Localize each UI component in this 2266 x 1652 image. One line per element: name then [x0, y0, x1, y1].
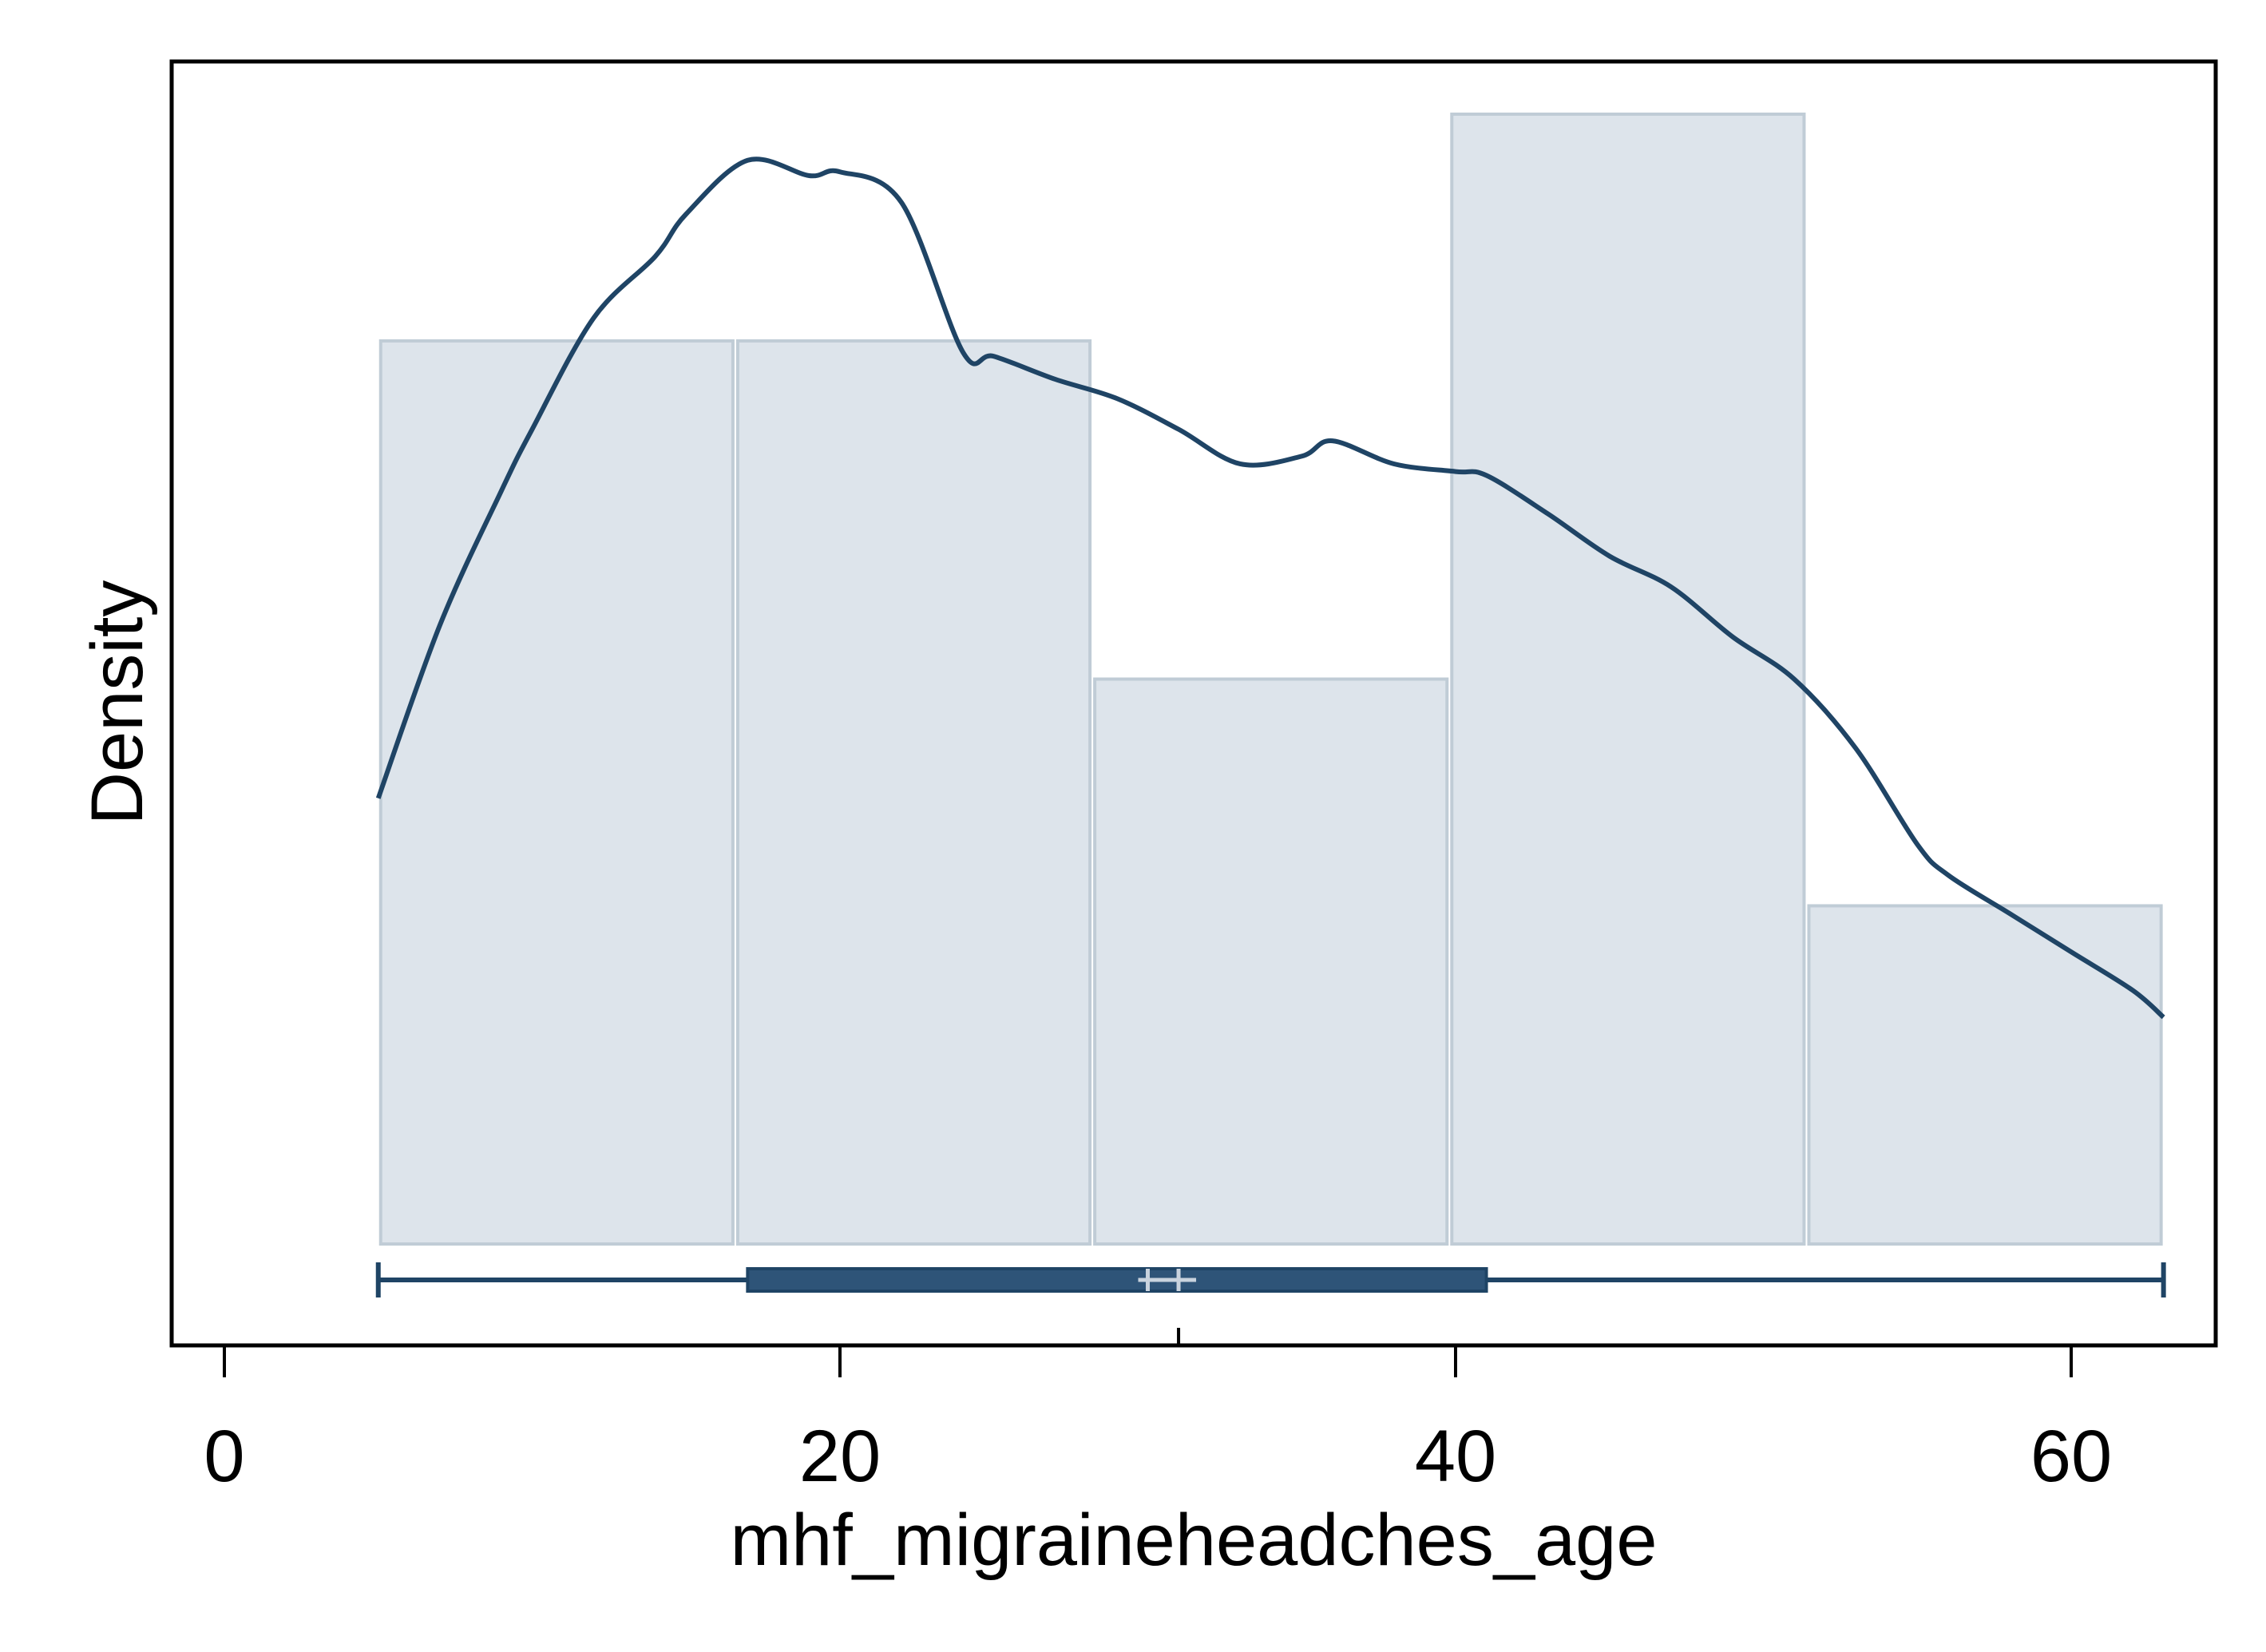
x-axis: 0 20 40 60: [172, 1328, 2216, 1497]
histogram-bar-4: [1450, 113, 1806, 1246]
histogram-bar-5: [1807, 904, 2163, 1246]
boxplot: [375, 1262, 2166, 1297]
density-curve: [375, 156, 2165, 1020]
boxplot-box: [746, 1267, 1488, 1293]
x-tick-label-40: 40: [1415, 1416, 1496, 1497]
x-tick-label-0: 0: [204, 1416, 244, 1497]
histogram-bar-2: [735, 339, 1092, 1246]
histogram-bars: [378, 113, 2163, 1246]
x-axis-title: mhf_migraineheadches_age: [730, 1499, 1657, 1581]
x-tick-label-20: 20: [799, 1416, 881, 1497]
x-tick-label-60: 60: [2030, 1416, 2112, 1497]
density-curve-layer: [375, 156, 2165, 1020]
y-axis-title: Density: [77, 580, 158, 826]
histogram-bar-3: [1093, 677, 1449, 1246]
histogram-bar-1: [378, 339, 735, 1246]
